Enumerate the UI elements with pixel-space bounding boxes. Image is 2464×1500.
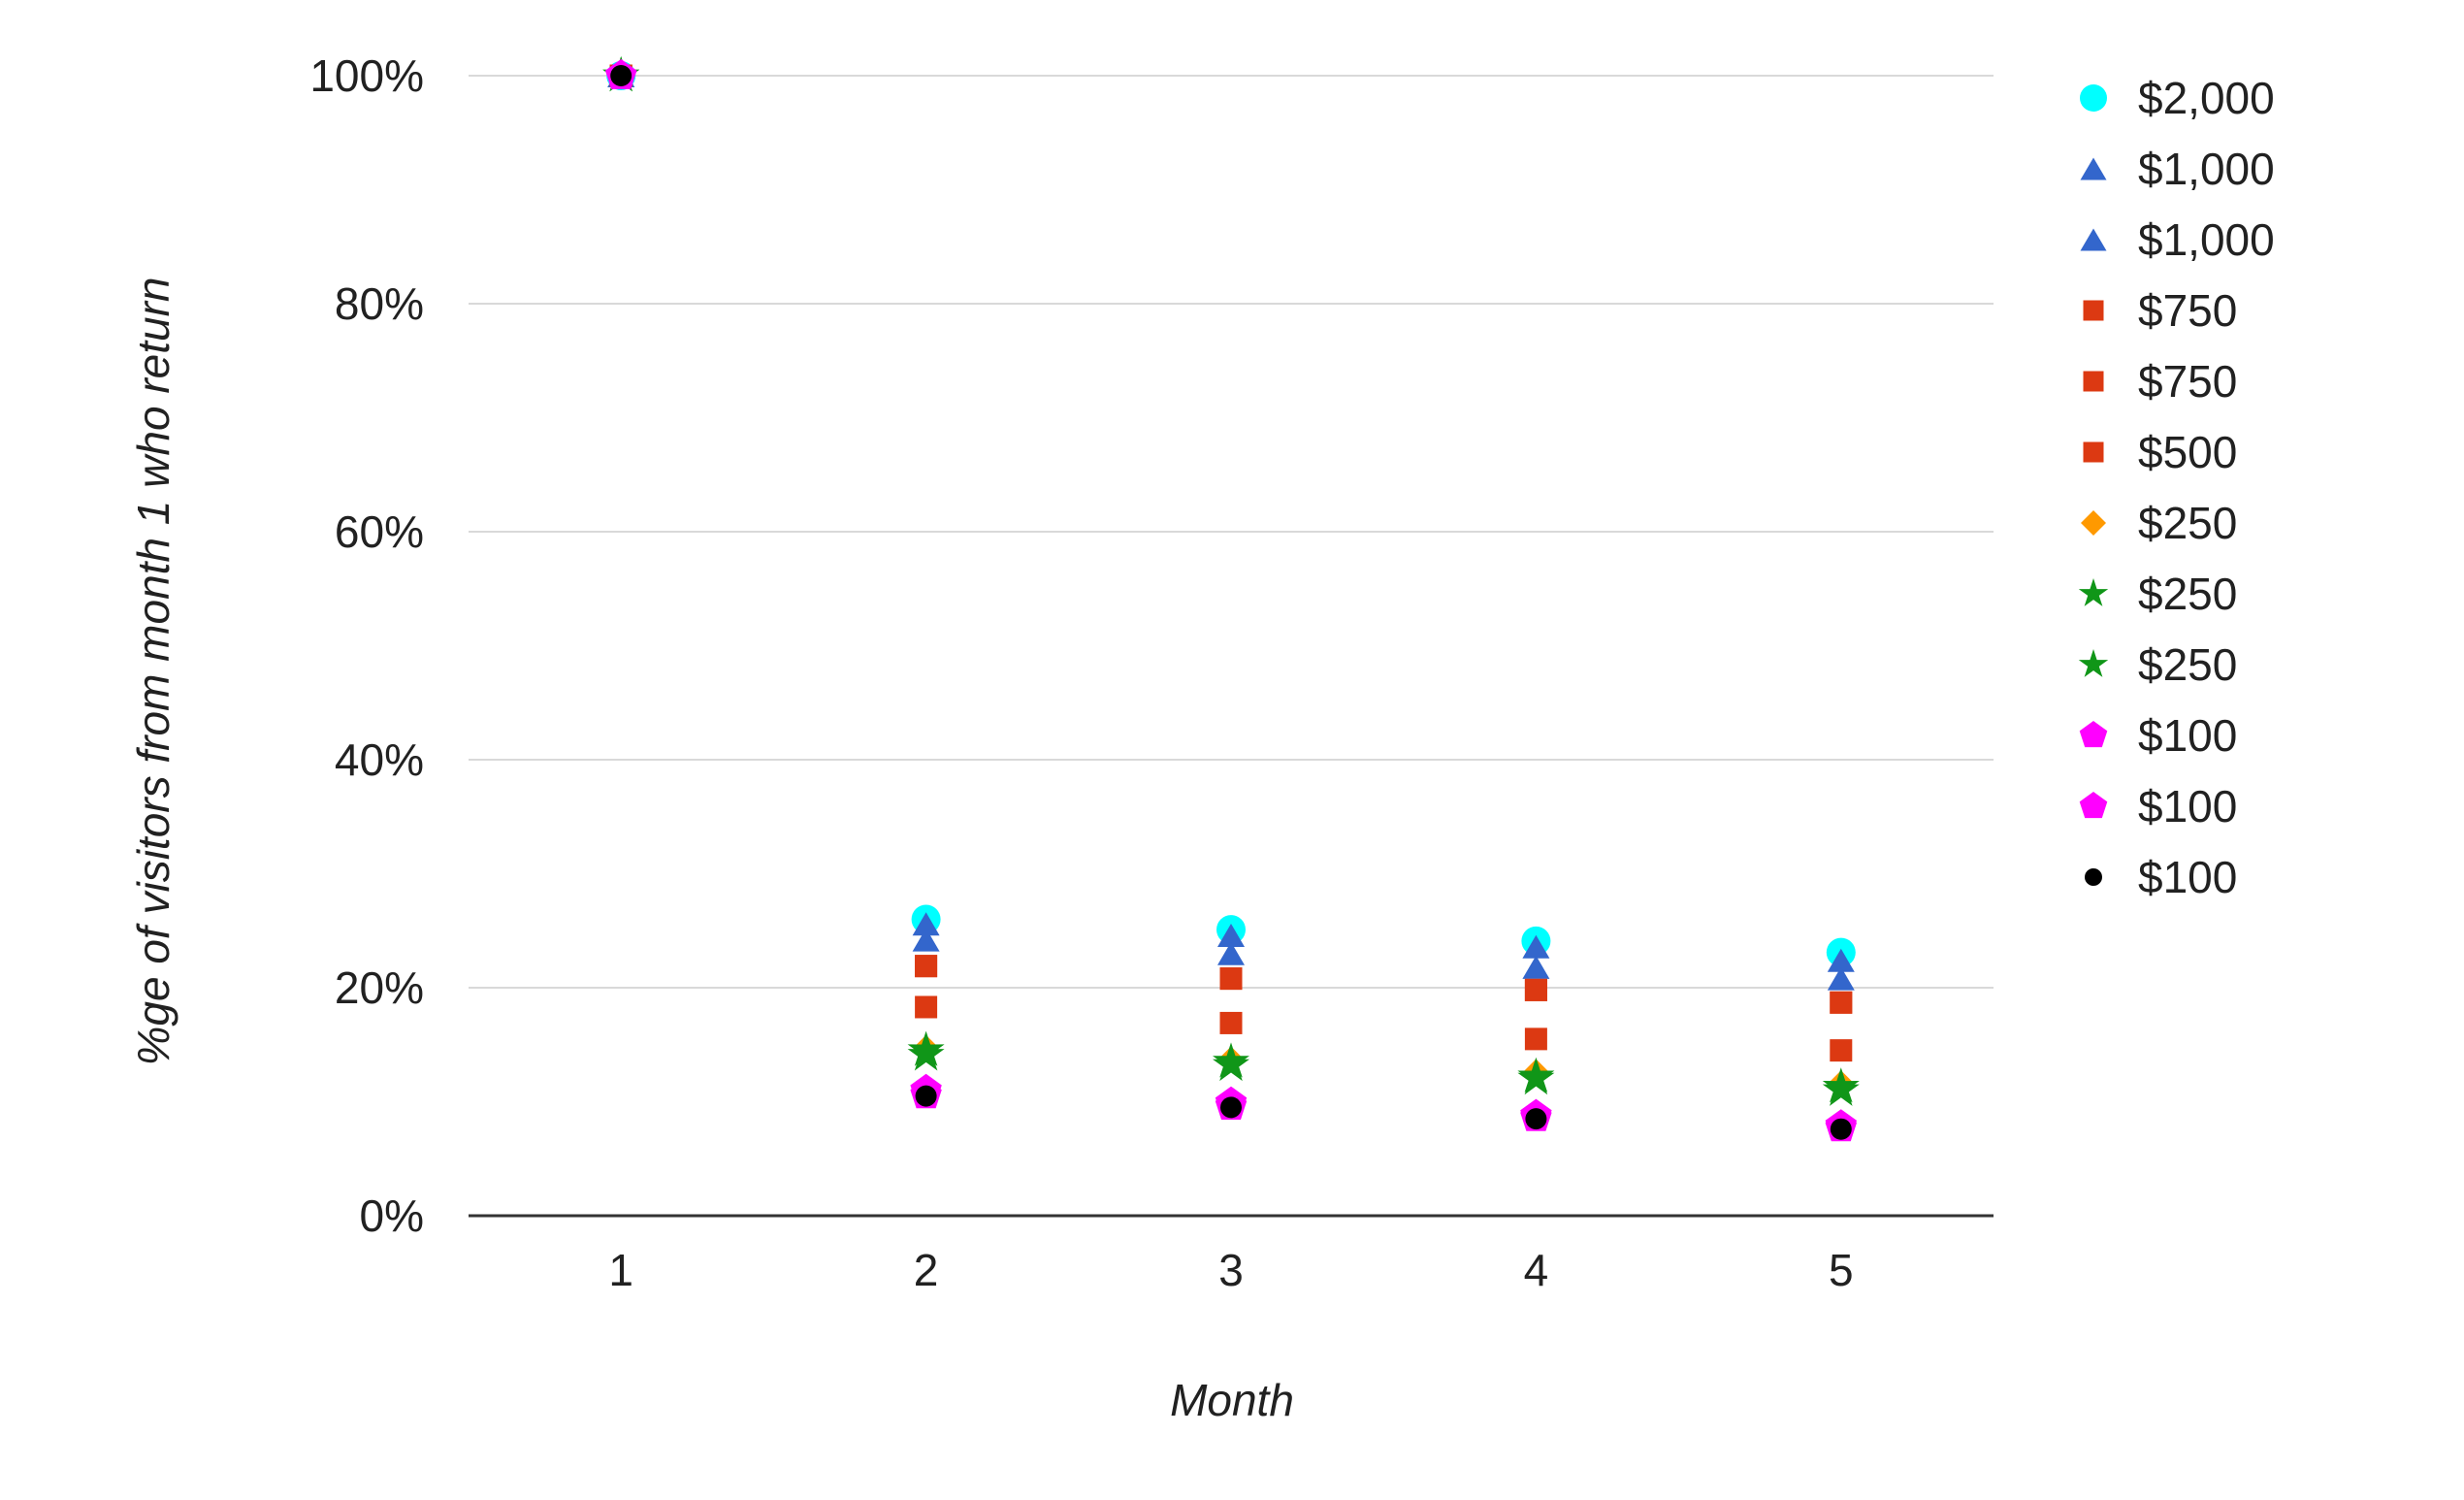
y-tick-label: 0%	[360, 1190, 424, 1241]
legend-marker-triangle-icon	[2080, 228, 2107, 250]
data-point	[1524, 978, 1547, 1001]
data-point	[1524, 1027, 1547, 1051]
legend-item: $750	[2070, 345, 2275, 416]
legend-marker-pentagon-icon	[2079, 791, 2108, 818]
x-axis-title: Month	[1170, 1375, 1294, 1425]
legend-label: $750	[2138, 355, 2238, 407]
legend-item: $100	[2070, 770, 2275, 841]
data-point	[915, 1085, 937, 1107]
legend-marker-square-icon	[2083, 441, 2104, 462]
legend-label: $100	[2138, 780, 2238, 832]
x-tick-label: 5	[1829, 1245, 1854, 1295]
data-point	[1220, 1096, 1242, 1119]
legend-label: $500	[2138, 426, 2238, 477]
y-tick-label: 80%	[335, 278, 424, 329]
legend-item: $100	[2070, 841, 2275, 912]
data-point	[1217, 923, 1245, 947]
legend-marker-square-icon	[2083, 441, 2104, 462]
legend-marker-pentagon-icon	[2079, 791, 2108, 818]
data-point	[610, 65, 632, 86]
y-axis-title: %ge of visitors from month 1 who return	[128, 277, 178, 1066]
legend: $2,000 $1,000 $1,000 $750 $750 $500 $250 $250 $2…	[2070, 62, 2275, 912]
legend-label: $750	[2138, 284, 2238, 336]
legend-label: $100	[2138, 709, 2238, 761]
legend-marker-star-icon	[2078, 577, 2109, 606]
x-tick-label: 4	[1524, 1245, 1549, 1295]
legend-marker-square-icon	[2083, 371, 2104, 391]
legend-marker-star-icon	[2078, 577, 2109, 606]
legend-label: $250	[2138, 638, 2238, 690]
legend-marker-circle-small-icon	[2085, 867, 2102, 886]
data-point	[1517, 1060, 1555, 1095]
data-point	[915, 955, 938, 978]
legend-marker-circle-icon	[2080, 83, 2107, 112]
data-point	[1827, 948, 1855, 972]
data-point	[1522, 934, 1550, 959]
legend-marker-circle-icon	[2080, 83, 2107, 112]
legend-item: $100	[2070, 700, 2275, 770]
legend-marker-star-icon	[2078, 648, 2109, 677]
legend-label: $2,000	[2138, 72, 2275, 123]
legend-marker-triangle-icon	[2080, 157, 2107, 179]
legend-item: $500	[2070, 416, 2275, 487]
legend-item: $750	[2070, 275, 2275, 345]
legend-marker-triangle-icon	[2080, 228, 2107, 250]
data-point	[1830, 1118, 1852, 1140]
legend-item: $1,000	[2070, 133, 2275, 204]
legend-marker-diamond-icon	[2081, 509, 2106, 536]
data-point	[912, 912, 940, 936]
y-tick-label: 20%	[335, 962, 424, 1013]
legend-marker-square-icon	[2083, 371, 2104, 391]
legend-marker-triangle-icon	[2080, 157, 2107, 179]
data-point	[915, 995, 938, 1019]
x-tick-label: 3	[1218, 1245, 1244, 1295]
y-tick-label: 40%	[335, 734, 424, 785]
legend-marker-square-icon	[2083, 300, 2104, 320]
data-point	[1219, 1011, 1243, 1034]
legend-marker-star-icon	[2078, 648, 2109, 677]
data-point	[1827, 966, 1855, 991]
legend-item: $250	[2070, 629, 2275, 700]
x-tick-label: 1	[608, 1245, 633, 1295]
legend-marker-pentagon-icon	[2079, 720, 2108, 747]
legend-label: $250	[2138, 497, 2238, 548]
legend-label: $1,000	[2138, 213, 2275, 265]
legend-marker-diamond-icon	[2081, 509, 2106, 536]
legend-item: $250	[2070, 487, 2275, 558]
y-tick-label: 60%	[335, 506, 424, 557]
legend-marker-square-icon	[2083, 300, 2104, 320]
legend-item: $250	[2070, 558, 2275, 629]
legend-label: $100	[2138, 851, 2238, 902]
data-point	[1822, 1070, 1860, 1106]
legend-item: $1,000	[2070, 204, 2275, 275]
data-point	[1219, 967, 1243, 991]
legend-label: $250	[2138, 568, 2238, 619]
legend-marker-pentagon-icon	[2079, 720, 2108, 747]
x-tick-label: 2	[914, 1245, 939, 1295]
data-point	[1213, 1045, 1249, 1082]
data-point	[1525, 1108, 1547, 1130]
legend-item: $2,000	[2070, 62, 2275, 133]
data-point	[1522, 955, 1550, 979]
data-point	[1217, 941, 1245, 965]
legend-label: $1,000	[2138, 143, 2275, 194]
data-point	[907, 1035, 945, 1071]
legend-marker-circle-small-icon	[2085, 867, 2102, 886]
y-tick-label: 100%	[309, 50, 424, 101]
data-point	[1830, 1039, 1853, 1062]
data-point	[1830, 991, 1853, 1014]
data-point	[912, 928, 940, 952]
